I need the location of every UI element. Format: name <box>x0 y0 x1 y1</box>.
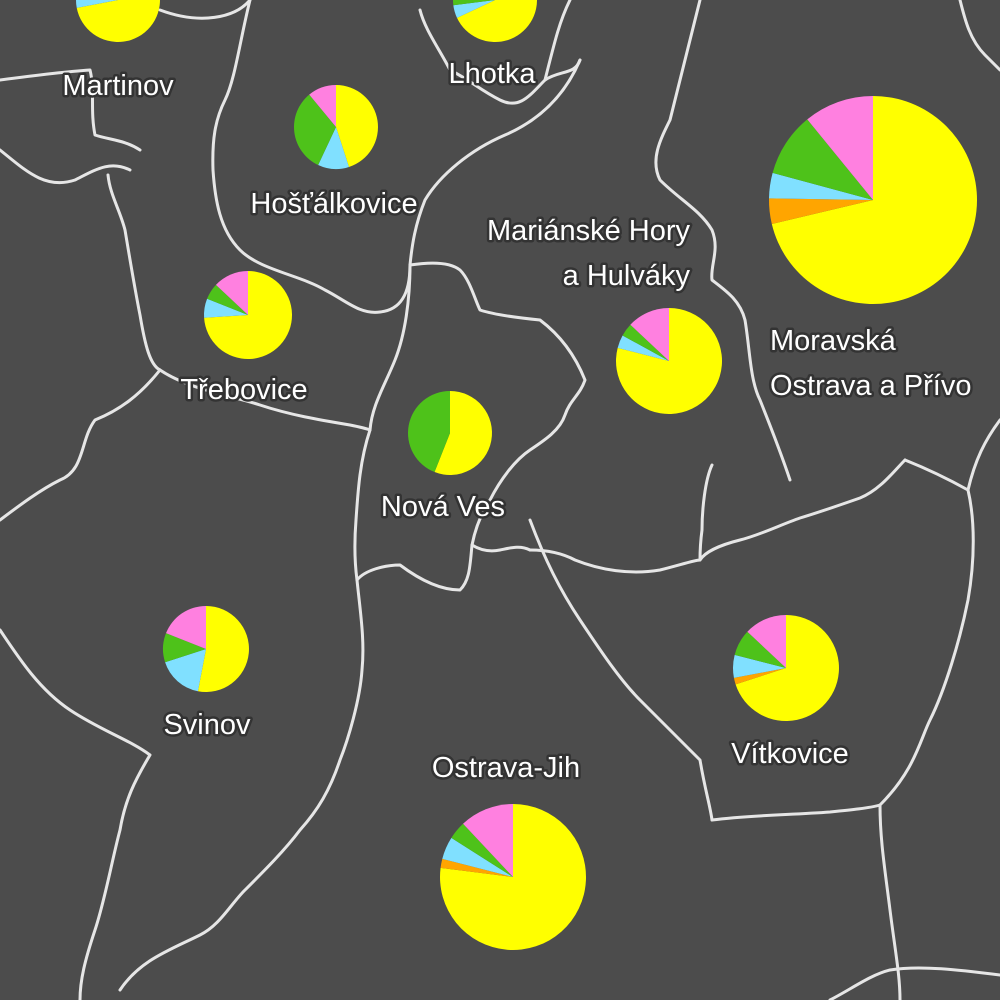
pie-slice-vitkovice-pink <box>747 615 786 668</box>
pie-slice-lhotka-cyan <box>453 0 495 18</box>
border-marianske-east <box>654 0 792 482</box>
pie-slice-martinov-yellow <box>76 0 160 42</box>
pie-slice-moravska-ostrava-yellow <box>771 96 978 304</box>
label-hostalkovice: Hošťálkovice <box>250 188 417 220</box>
pie-slice-trebovice-cyan <box>204 298 248 318</box>
pie-slice-vitkovice-green <box>734 631 786 668</box>
pie-slice-hostalkovice-cyan <box>318 127 349 169</box>
pie-slice-trebovice-yellow <box>204 271 293 359</box>
label-ostrava-jih: Ostrava-Jih <box>432 752 580 784</box>
pie-slice-moravska-ostrava-cyan <box>769 172 873 200</box>
pie-slice-trebovice-pink <box>215 271 248 315</box>
border-vitkovice-north <box>698 458 907 562</box>
pie-slice-ostrava-jih-pink <box>463 804 513 877</box>
border-center-north <box>368 58 582 432</box>
pie-nova-ves <box>408 391 493 475</box>
pie-slice-hostalkovice-yellow <box>336 85 378 167</box>
pie-moravska-ostrava <box>768 95 978 304</box>
pie-lhotka <box>453 0 537 42</box>
pie-slice-moravska-ostrava-orange <box>768 198 873 225</box>
pie-slice-vitkovice-cyan <box>733 654 786 678</box>
pie-slice-ostrava-jih-orange <box>440 858 513 877</box>
label-vitkovice: Vítkovice <box>731 738 849 770</box>
border-ne <box>958 0 1000 72</box>
border-trebovice-south <box>158 368 372 432</box>
pie-slice-ostrava-jih-yellow <box>440 804 587 950</box>
border-west-mid <box>0 368 162 522</box>
pie-slice-moravska-ostrava-green <box>772 119 873 200</box>
pie-slice-svinov-pink <box>166 606 206 649</box>
pie-slice-vitkovice-orange <box>733 668 786 685</box>
pie-slice-lhotka-yellow <box>457 0 537 42</box>
border-south <box>828 966 1000 1000</box>
label-moravska-ostrava-line2: Ostrava a Přívo <box>770 370 971 402</box>
pie-slice-ostrava-jih-cyan <box>442 837 513 877</box>
pie-slice-hostalkovice-pink <box>309 85 336 127</box>
label-moravska-ostrava-line1: Moravská <box>770 325 897 357</box>
border-novaves-south <box>470 543 532 553</box>
border-marianske-west <box>355 261 587 592</box>
pie-hostalkovice <box>294 85 378 169</box>
border-west-1 <box>0 148 132 185</box>
border-hostalkovice-west <box>211 0 412 314</box>
label-svinov: Svinov <box>163 709 251 741</box>
border-novaves-west <box>118 428 372 992</box>
pie-slice-trebovice-green <box>207 284 248 315</box>
pie-slice-marianske-hory-pink <box>630 308 669 361</box>
border-martinov-south <box>0 68 142 152</box>
label-trebovice: Třebovice <box>180 374 307 406</box>
pie-vitkovice <box>733 615 839 722</box>
border-lhotka-east <box>543 0 572 82</box>
district-labels: Martinov Lhotka Hošťálkovice Mariánské H… <box>60 56 974 787</box>
pie-slice-nova-ves-yellow <box>434 391 493 475</box>
border-lhotka-south <box>418 8 582 105</box>
pie-slice-marianske-hory-yellow <box>616 308 723 414</box>
border-east-vertical <box>878 458 975 1000</box>
border-svinov-west <box>0 628 152 1000</box>
pie-trebovice <box>204 271 293 359</box>
border-east-upper <box>966 418 1000 492</box>
pie-slice-marianske-hory-green <box>622 324 669 361</box>
border-vitkovice-inner <box>528 548 702 574</box>
pie-slice-ostrava-jih-green <box>451 823 513 877</box>
pie-ostrava-jih <box>440 804 587 950</box>
pie-slice-svinov-cyan <box>165 649 206 692</box>
pie-marianske-hory <box>616 308 723 414</box>
label-martinov: Martinov <box>62 70 174 102</box>
pie-slice-vitkovice-yellow <box>735 615 839 722</box>
label-nova-ves: Nová Ves <box>381 491 505 523</box>
label-marianske-hory-line1: Mariánské Hory <box>487 215 691 247</box>
pie-slice-nova-ves-green <box>408 391 450 473</box>
district-pies <box>75 0 978 950</box>
border-vitkovice-south <box>710 803 882 822</box>
label-marianske-hory-line2: a Hulváky <box>563 260 691 292</box>
pie-slice-lhotka-green <box>453 0 495 6</box>
pie-slice-moravska-ostrava-pink <box>807 95 873 200</box>
border-vitkovice-west <box>528 518 714 822</box>
pie-martinov <box>75 0 160 42</box>
pie-slice-svinov-yellow <box>197 606 249 692</box>
pie-slice-hostalkovice-green <box>294 94 336 165</box>
pie-slice-marianske-hory-cyan <box>617 335 669 361</box>
border-far-left <box>106 173 162 372</box>
pie-svinov <box>162 606 249 692</box>
pie-slice-martinov-cyan <box>75 0 118 8</box>
border-martinov-east <box>158 0 252 20</box>
label-lhotka: Lhotka <box>448 58 536 90</box>
pie-slice-svinov-green <box>162 633 206 663</box>
